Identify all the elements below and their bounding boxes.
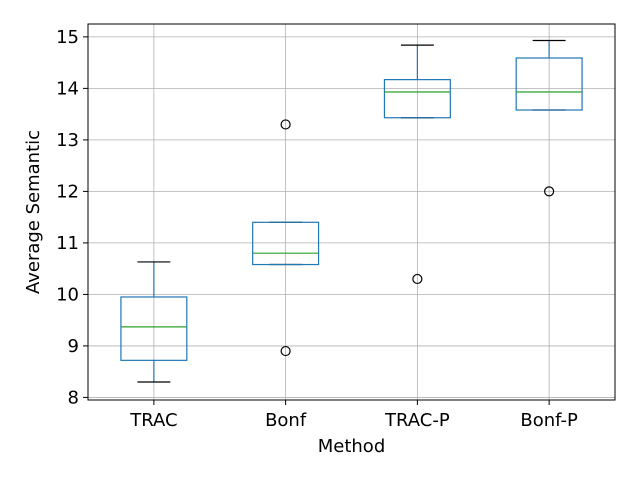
- y-tick-label: 8: [68, 387, 79, 408]
- box-bonf-p: [515, 39, 583, 197]
- y-tick-label: 9: [68, 336, 79, 357]
- box-trac-p: [383, 44, 451, 285]
- y-tick-label: 12: [56, 181, 79, 202]
- y-tick-label: 15: [56, 27, 79, 48]
- x-tick-label: Bonf-P: [520, 410, 578, 431]
- outlier-point: [412, 273, 423, 285]
- box-bonf: [252, 119, 320, 357]
- x-tick-label: Bonf: [265, 410, 307, 431]
- y-tick-label: 11: [56, 233, 79, 254]
- y-tick-label: 10: [56, 284, 79, 305]
- iqr-box: [120, 296, 188, 361]
- grid-lines: [88, 24, 615, 400]
- outlier-point: [280, 119, 291, 130]
- iqr-box: [515, 57, 583, 111]
- iqr-box: [383, 79, 451, 119]
- y-tick-label: 14: [56, 78, 79, 99]
- y-tick-label: 13: [56, 130, 79, 151]
- y-axis-title: Average Semantic: [23, 130, 44, 294]
- y-axis: 8 9 10 11 12 13 14 15: [56, 27, 88, 408]
- box-trac: [120, 261, 188, 383]
- box-series: [120, 39, 583, 383]
- x-tick-label: TRAC: [129, 410, 177, 431]
- x-axis-title: Method: [318, 436, 386, 457]
- iqr-box: [252, 221, 320, 266]
- outlier-point: [280, 345, 291, 357]
- outlier-point: [544, 186, 555, 197]
- x-tick-label: TRAC-P: [384, 410, 450, 431]
- plot-frame: [87, 23, 616, 401]
- x-axis: TRAC Bonf TRAC-P Bonf-P: [129, 400, 578, 431]
